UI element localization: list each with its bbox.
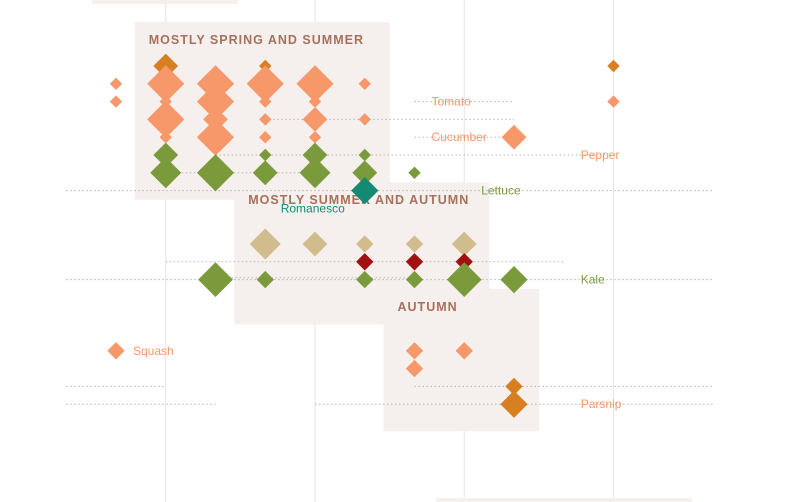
diamond-marker (356, 253, 374, 271)
diamond-marker (358, 77, 371, 90)
diamond-marker (356, 235, 374, 253)
diamond-marker (109, 77, 123, 90)
season-panels: MOSTLY SPRING AND SUMMER MOSTLY SUMMER AN… (134, 22, 539, 432)
vegetable-label: Squash (133, 344, 174, 358)
diamond-marker (249, 228, 281, 260)
diamond-marker (405, 235, 424, 253)
diamond-marker (501, 124, 527, 150)
diamond-marker (259, 95, 272, 108)
vegetable-label: Lettuce (481, 184, 521, 198)
diamond-marker (299, 157, 331, 189)
season-panel-title: AUTUMN (398, 300, 458, 314)
season-panel-title: MOSTLY SUMMER AND AUTUMN (248, 193, 469, 207)
diamond-marker (405, 253, 424, 271)
diamond-marker (405, 342, 424, 360)
diamond-marker (352, 160, 378, 186)
diamond-marker (455, 342, 473, 360)
diamond-marker (107, 342, 125, 360)
diamond-marker (505, 377, 523, 396)
diamond-marker (147, 100, 185, 138)
diamond-marker (302, 231, 328, 257)
diamond-marker (302, 142, 328, 168)
diamond-marker (256, 270, 274, 289)
diamond-marker (302, 107, 328, 132)
diamond-marker (358, 113, 371, 126)
diamond-marker (198, 262, 233, 297)
diamond-marker (252, 160, 278, 186)
diamond-marker (196, 118, 235, 156)
diamond-marker (153, 142, 179, 168)
bottom-edge-strip (436, 498, 692, 502)
vegetable-label: Romanesco (281, 201, 345, 215)
diamond-marker (607, 95, 620, 108)
diamond-marker (196, 154, 235, 192)
vegetable-labels: Tomato Cucumber Pepper Lettuce Romanesco Kale… (133, 95, 622, 412)
vegetable-label: Kale (581, 273, 605, 287)
vegetable-label: Pepper (581, 148, 620, 162)
diamond-marker (308, 95, 322, 108)
diamond-marker (351, 176, 379, 205)
diamond-marker (408, 166, 421, 179)
vegetable-label: Cucumber (432, 130, 487, 144)
season-panel-title: MOSTLY SPRING AND SUMMER (149, 33, 364, 47)
diamond-marker (259, 131, 272, 144)
diamond-marker (196, 83, 235, 121)
diamond-marker (500, 390, 528, 418)
diamond-marker (405, 359, 424, 378)
diamond-marker (356, 270, 374, 289)
diamond-marker (159, 131, 172, 144)
diamond-marker (446, 262, 482, 297)
diamond-marker (147, 65, 185, 103)
diamond-marker (246, 65, 284, 103)
diamond-marker (296, 65, 334, 103)
diamond-marker (358, 148, 371, 162)
diamond-marker (259, 148, 272, 162)
diamond-marker (451, 231, 477, 257)
diamond-marker (607, 59, 620, 73)
diamond-marker (308, 131, 322, 144)
diamond-marker (109, 95, 123, 108)
diamond-marker (405, 270, 424, 289)
diamond-marker (500, 265, 528, 294)
diamond-markers (107, 53, 620, 418)
vegetable-label: Tomato (432, 95, 472, 109)
diamond-marker (150, 157, 182, 189)
top-edge-strip (92, 0, 238, 4)
diamond-marker (259, 113, 272, 126)
vegetable-label: Parsnip (581, 397, 622, 411)
diamond-marker (455, 253, 473, 271)
